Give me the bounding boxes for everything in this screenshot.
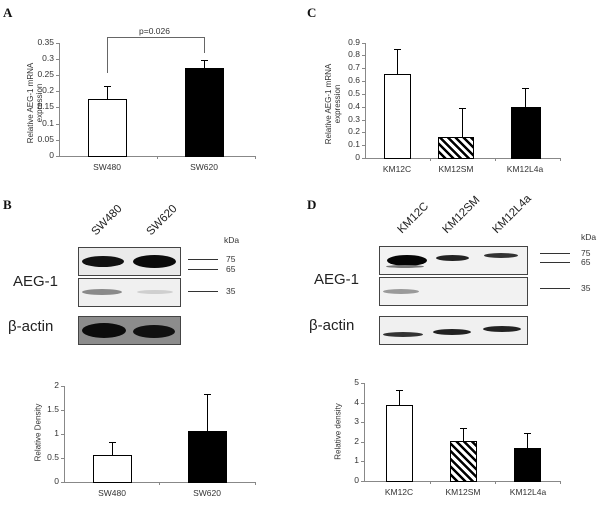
protein-label-beta-actin: β-actin [309,317,355,334]
y-tick: 3 [354,416,359,426]
x-label: SW620 [193,488,221,498]
y-tick: 1 [354,455,359,465]
panel-letter-d: D [307,197,317,212]
mw-marker-line [188,259,218,260]
mw-marker-line [540,288,570,289]
blot-aeg1-upper [78,247,181,276]
mw-marker-label: 35 [581,283,591,293]
x-label: SW620 [190,162,218,172]
panel-letter-a: A [3,5,13,20]
mw-marker-label: 35 [226,286,236,296]
y-tick: 2 [354,436,359,446]
y-tick: 0.3 [42,53,54,63]
mw-marker-label: 65 [581,257,591,267]
bar-sw480 [93,455,132,483]
x-label: KM12SM [438,164,474,174]
protein-label-aeg1: AEG-1 [314,271,360,288]
panel-letter-c: C [307,5,317,20]
y-tick: 0.5 [348,88,360,98]
lane-label: KM12SM [440,194,483,236]
y-tick: 0.35 [37,37,54,47]
blot-aeg1-lower [78,278,181,307]
protein-label-beta-actin: β-actin [8,318,54,335]
blot-aeg1-upper [379,246,528,275]
y-tick: 1.5 [47,404,59,414]
y-tick: 0 [354,475,359,485]
y-tick: 0 [355,152,360,162]
y-tick: 1 [54,428,59,438]
x-label: KM12L4a [509,487,547,497]
bracket-top [107,37,205,38]
x-label: KM12C [382,164,412,174]
y-tick: 2 [54,380,59,390]
y-tick: 0.8 [348,49,360,59]
bar-km12l4a [511,107,541,159]
bar-km12c [384,74,411,159]
bar-sw620 [185,68,224,157]
x-label: KM12C [384,487,414,497]
mw-marker-line [540,262,570,263]
x-label: SW480 [98,488,126,498]
bar-sw480 [88,99,127,157]
x-label: KM12L4a [506,164,544,174]
lane-label: KM12L4a [490,192,534,236]
y-tick: 0.15 [37,101,54,111]
mw-marker-label: 75 [581,248,591,258]
bar-km12l4a [514,448,541,482]
y-tick: 0.2 [348,126,360,136]
lane-label: SW480 [89,202,125,238]
y-tick: 5 [354,377,359,387]
kda-label: kDa [224,235,240,245]
x-label: KM12SM [445,487,481,497]
y-axis [365,43,366,158]
mw-marker-line [188,291,218,292]
y-tick: 0.1 [42,118,54,128]
y-tick: 0 [54,476,59,486]
lane-label: SW620 [144,202,180,238]
p-value-annotation: p=0.026 [139,26,170,36]
mw-marker-label: 65 [226,264,236,274]
y-tick: 0.05 [37,134,54,144]
bar-km12sm [450,441,477,482]
y-tick: 4 [354,397,359,407]
y-tick: 0.1 [348,139,360,149]
panel-letter-b: B [3,197,12,212]
bar-sw620 [188,431,227,483]
bar-km12c [386,405,413,482]
y-tick: 0.2 [42,85,54,95]
y-axis [64,386,65,482]
blot-aeg1-lower [379,277,528,306]
y-tick: 0 [49,150,54,160]
blot-beta-actin [379,316,528,345]
y-axis [59,43,60,156]
bar-km12sm [438,137,474,159]
protein-label-aeg1: AEG-1 [13,273,59,290]
y-tick: 0.9 [348,37,360,47]
y-tick: 0.6 [348,75,360,85]
y-tick: 0.5 [47,452,59,462]
bracket-left [107,37,108,73]
mw-marker-label: 75 [226,254,236,264]
y-tick: 0.25 [37,69,54,79]
x-label: SW480 [93,162,121,172]
y-tick: 0.7 [348,62,360,72]
blot-beta-actin [78,316,181,345]
bracket-right [204,37,205,53]
mw-marker-line [188,269,218,270]
mw-marker-line [540,253,570,254]
kda-label: kDa [581,232,597,242]
lane-label: KM12C [395,200,432,236]
y-axis [364,383,365,481]
y-tick: 0.4 [348,101,360,111]
y-tick: 0.3 [348,114,360,124]
